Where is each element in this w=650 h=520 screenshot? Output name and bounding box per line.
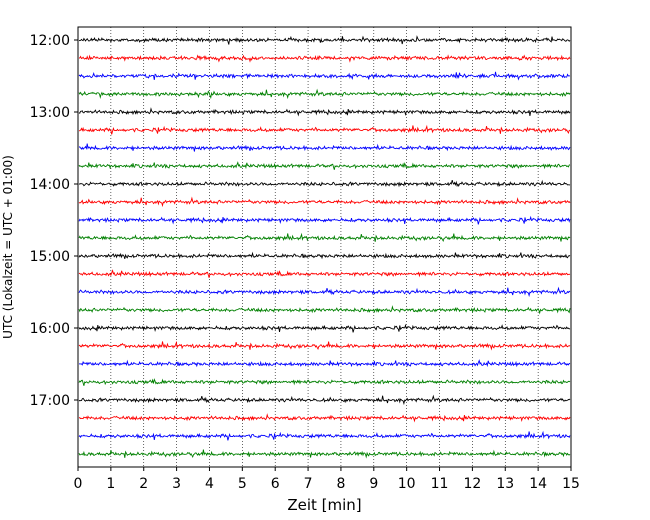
trace-1715 xyxy=(78,413,571,423)
trace-1230 xyxy=(78,71,571,81)
trace-1730 xyxy=(78,430,571,441)
trace-1345 xyxy=(78,161,571,170)
y-tick-label: 14:00 xyxy=(30,177,70,193)
trace-1515 xyxy=(78,269,571,278)
x-tick-label: 8 xyxy=(336,476,345,492)
x-tick-label: 4 xyxy=(205,476,214,492)
trace-1300 xyxy=(78,107,571,117)
x-axis-label: Zeit [min] xyxy=(287,496,361,514)
x-tick-label: 12 xyxy=(463,476,481,492)
trace-1600 xyxy=(78,323,571,333)
trace-1445 xyxy=(78,232,571,242)
x-tick-label: 15 xyxy=(562,476,580,492)
y-tick-label: 16:00 xyxy=(30,321,70,337)
x-tick-label: 10 xyxy=(398,476,416,492)
trace-1315 xyxy=(78,124,571,135)
seismic-traces xyxy=(78,35,571,459)
trace-1700 xyxy=(78,394,571,406)
y-tick-label: 17:00 xyxy=(30,393,70,409)
trace-1630 xyxy=(78,359,571,368)
y-axis-ticks: 12:00 13:00 14:00 15:00 16:00 17:00 xyxy=(30,33,78,409)
x-tick-label: 11 xyxy=(431,476,449,492)
y-tick-label: 12:00 xyxy=(30,33,70,49)
x-tick-label: 1 xyxy=(106,476,115,492)
trace-1200 xyxy=(78,35,571,45)
y-axis-label: UTC (Lokalzeit = UTC + 01:00) xyxy=(1,155,15,339)
trace-1215 xyxy=(78,54,571,63)
trace-1330 xyxy=(78,143,571,152)
vertical-grid xyxy=(110,27,539,467)
x-tick-label: 14 xyxy=(529,476,547,492)
x-tick-label: 0 xyxy=(74,476,83,492)
trace-1430 xyxy=(78,215,571,225)
trace-1415 xyxy=(78,196,571,208)
x-tick-label: 2 xyxy=(139,476,148,492)
x-tick-label: 9 xyxy=(369,476,378,492)
trace-1500 xyxy=(78,251,571,260)
y-tick-label: 13:00 xyxy=(30,105,70,121)
trace-1745 xyxy=(78,449,571,459)
y-tick-label: 15:00 xyxy=(30,249,70,265)
trace-1400 xyxy=(78,179,571,188)
x-tick-label: 3 xyxy=(172,476,181,492)
trace-1615 xyxy=(78,340,571,351)
x-tick-label: 6 xyxy=(271,476,280,492)
plot-frame xyxy=(77,26,572,468)
x-tick-label: 7 xyxy=(304,476,313,492)
trace-1530 xyxy=(78,286,571,298)
x-tick-label: 5 xyxy=(238,476,247,492)
trace-1245 xyxy=(78,88,571,100)
x-tick-label: 13 xyxy=(496,476,514,492)
trace-1545 xyxy=(78,305,571,315)
x-axis-ticks: 0 1 2 3 4 5 6 7 8 9 10 11 12 13 14 15 xyxy=(74,467,580,492)
trace-1645 xyxy=(78,378,571,386)
